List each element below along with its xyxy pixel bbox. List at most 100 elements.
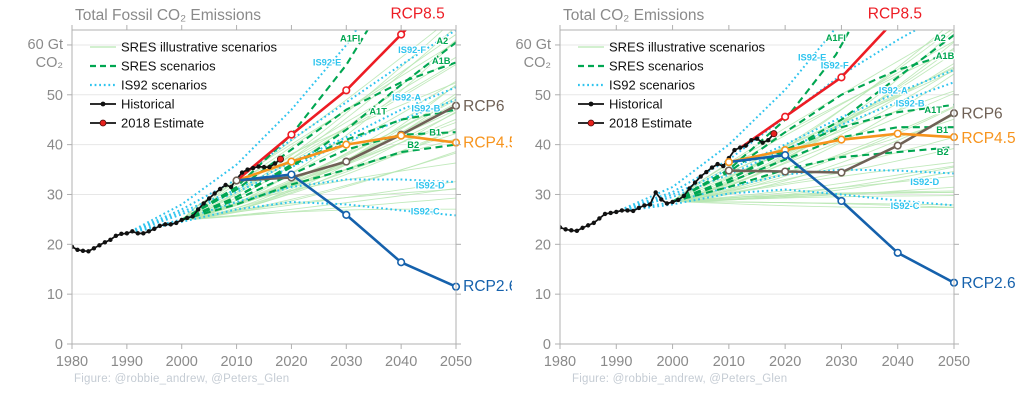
y-tick-label: 0 <box>543 337 551 353</box>
right-label-is92-b: IS92-B <box>896 98 925 108</box>
left-rcp6-marker <box>342 157 351 166</box>
right-sres-illustrative-line <box>672 186 954 202</box>
left-sres-illustrative-line <box>181 30 444 221</box>
left-historical-point <box>141 231 146 236</box>
left-sres-illustrative-line <box>181 64 456 221</box>
left-historical-point <box>185 215 190 221</box>
right-historical-point <box>614 209 619 215</box>
right-historical-point <box>630 208 636 214</box>
right-historical-point <box>642 203 647 208</box>
left-label-b2: B2 <box>407 140 419 150</box>
left-2018-estimate-point <box>276 155 284 163</box>
left-historical-point <box>201 201 206 206</box>
right-historical-point <box>754 136 760 141</box>
y-axis-unit-label: 60 Gt <box>516 37 551 53</box>
figure-credit-right: Figure: @robbie_andrew, @Peters_Glen <box>572 373 788 385</box>
left-historical-point <box>261 164 267 170</box>
right-rcp85-marker <box>781 112 790 121</box>
x-tick-label: 1990 <box>111 354 143 370</box>
chart-left: 1980 1990 2000 2010 2020 2030 2040 205001020304… <box>28 6 512 370</box>
x-tick-label: 2030 <box>825 354 857 370</box>
right-historical-point <box>591 220 596 226</box>
x-tick-label: 2020 <box>769 354 801 370</box>
right-sres-illustrative-line <box>672 161 954 202</box>
chart-right: 1980 1990 2000 2010 2020 2030 2040 205001020304… <box>516 6 1016 370</box>
left-label-a1b: A1B <box>432 56 451 66</box>
right-historical-point <box>749 137 754 143</box>
legend-swatch-dot <box>588 101 594 107</box>
right-historical-point <box>659 197 664 202</box>
right-label-is92-f: IS92-F <box>821 60 849 70</box>
right-historical-point <box>560 225 563 230</box>
right-label-is92-e: IS92-E <box>798 52 826 62</box>
right-sres-illustrative-line <box>672 66 954 202</box>
legend-label: SRES scenarios <box>121 59 216 74</box>
left-historical-point <box>223 182 228 188</box>
right-historical-point <box>625 208 630 213</box>
left-historical-line <box>72 158 282 253</box>
left-historical-point <box>195 207 201 212</box>
y-tick-label: 50 <box>535 88 551 104</box>
right-is92-f-line <box>615 30 918 213</box>
left-historical-point <box>102 240 108 245</box>
legend-label: 2018 Estimate <box>121 116 204 131</box>
left-label-is92-c: IS92-C <box>411 206 440 216</box>
right-rcp45-marker <box>837 135 846 144</box>
x-tick-label: 2000 <box>656 354 688 370</box>
right-sres-illustrative-line <box>672 90 954 202</box>
legend-label: IS92 scenarios <box>121 78 207 93</box>
right-label-is92-a: IS92-A <box>879 85 908 95</box>
left-sres-illustrative-line <box>181 82 456 221</box>
right-historical-point <box>681 193 687 199</box>
right-historical-point <box>743 143 748 148</box>
left-label-rcp6: RCP6 <box>463 98 504 115</box>
right-sres-illustrative-line <box>672 165 954 202</box>
left-rcp85-marker <box>287 130 296 139</box>
left-historical-point <box>130 229 135 234</box>
left-is92-f-line <box>126 30 456 235</box>
right-historical-point <box>636 205 641 211</box>
left-rcp85-marker <box>342 86 351 95</box>
left-rcp26-marker <box>342 210 351 220</box>
right-label-is92-c: IS92-C <box>891 201 920 211</box>
right-historical-point <box>585 223 591 228</box>
left-historical-point <box>228 184 234 190</box>
y-tick-label: 10 <box>535 287 551 303</box>
right-rcp85-line <box>739 30 888 150</box>
right-rcp6-marker <box>837 168 846 177</box>
left-label-is92-d: IS92-D <box>416 181 445 191</box>
left-label-rcp4.5: RCP4.5 <box>463 135 512 152</box>
left-rcp26-marker <box>287 170 296 179</box>
right-sres-illustrative-line <box>672 201 954 206</box>
legend-swatch-dot <box>100 101 106 107</box>
left-historical-point <box>206 196 212 201</box>
right-historical-point <box>597 216 602 221</box>
left-historical-point <box>97 243 102 248</box>
left-sres-illustrative-line <box>181 208 456 221</box>
right-label-rcp2.6: RCP2.6 <box>961 275 1015 292</box>
right-sres-illustrative-line <box>672 30 953 202</box>
right-rcp6-marker <box>893 141 902 150</box>
right-historical-point <box>664 201 670 206</box>
right-rcp45-marker <box>724 157 733 167</box>
right-2018-estimate-point <box>770 130 778 138</box>
left-historical-point <box>179 217 184 223</box>
y-tick-label: 0 <box>55 337 63 353</box>
left-historical-point <box>217 186 223 192</box>
right-historical-point <box>732 147 737 153</box>
legend-swatch-dot <box>99 119 107 127</box>
right-historical-point <box>715 161 720 167</box>
left-label-b1: B1 <box>429 128 441 138</box>
right-historical-point <box>580 225 585 231</box>
right-sres-illustrative-line <box>672 73 954 202</box>
right-b1-line <box>672 126 954 203</box>
left-is92-e-line <box>126 30 358 235</box>
x-tick-label: 2040 <box>385 354 417 370</box>
right-label-a1fi: A1FI <box>826 33 846 43</box>
left-historical-point <box>86 249 91 254</box>
left-sres-illustrative-line <box>181 80 456 221</box>
right-historical-point <box>721 163 726 169</box>
left-historical-point <box>124 231 130 236</box>
y-tick-label: 20 <box>535 237 551 253</box>
left-historical-point <box>245 167 250 172</box>
